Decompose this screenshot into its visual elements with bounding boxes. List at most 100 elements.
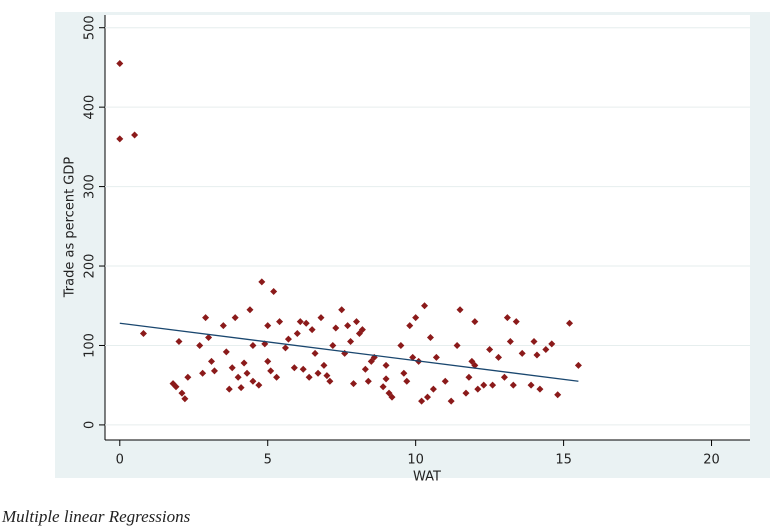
point [480, 381, 488, 389]
y-tick-label: 0 [83, 421, 98, 429]
point [533, 351, 541, 359]
point [530, 337, 538, 345]
point [471, 318, 479, 326]
point [465, 373, 473, 381]
point [474, 385, 482, 393]
point [406, 322, 414, 330]
point [225, 385, 233, 393]
point [379, 383, 387, 391]
point [116, 59, 124, 67]
x-tick-label: 5 [264, 453, 272, 468]
point [495, 353, 503, 361]
point [210, 367, 218, 375]
point [273, 373, 281, 381]
point [228, 364, 236, 372]
point [237, 384, 245, 392]
point [429, 385, 437, 393]
point [293, 330, 301, 338]
point [290, 364, 298, 372]
point [276, 318, 284, 326]
point [574, 361, 582, 369]
x-axis-label: WAT [413, 470, 441, 485]
point [255, 381, 263, 389]
point [518, 349, 526, 357]
x-tick-label: 10 [407, 453, 424, 468]
point [432, 353, 440, 361]
point [426, 334, 434, 342]
point [231, 314, 239, 322]
point [403, 377, 411, 385]
y-tick-label: 200 [83, 254, 98, 279]
point [305, 373, 313, 381]
point [270, 287, 278, 295]
point [284, 335, 292, 343]
point [462, 389, 470, 397]
point [554, 391, 562, 399]
point [400, 369, 408, 377]
point [299, 365, 307, 373]
point [527, 381, 535, 389]
point [344, 322, 352, 330]
point [447, 397, 455, 405]
y-tick-label: 500 [83, 15, 98, 40]
x-tick-label: 15 [555, 453, 572, 468]
point [361, 365, 369, 373]
plot-area [105, 15, 750, 440]
point [566, 319, 574, 327]
point [178, 389, 186, 397]
point [453, 341, 461, 349]
point [358, 326, 366, 334]
point [281, 344, 289, 352]
point [249, 341, 257, 349]
fit-line [119, 322, 579, 382]
point [264, 322, 272, 330]
x-tick-label: 20 [703, 453, 720, 468]
point [506, 337, 514, 345]
point [486, 345, 494, 353]
point [382, 361, 390, 369]
point [208, 357, 216, 365]
point [302, 319, 310, 327]
point [317, 314, 325, 322]
point [219, 322, 227, 330]
point [421, 302, 429, 310]
point [441, 377, 449, 385]
point [347, 337, 355, 345]
y-axis-label: Trade as percent GDP [63, 157, 78, 299]
point [249, 377, 257, 385]
point [456, 306, 464, 314]
caption: Multiple linear Regressions [1, 507, 191, 526]
point [116, 135, 124, 143]
point [329, 341, 337, 349]
point [503, 314, 511, 322]
point [258, 278, 266, 286]
point [246, 306, 254, 314]
point [323, 372, 331, 380]
point [181, 395, 189, 403]
point [409, 353, 417, 361]
point [332, 324, 340, 332]
y-tick-label: 300 [83, 174, 98, 199]
point [397, 341, 405, 349]
point [308, 326, 316, 334]
point [222, 348, 230, 356]
y-tick-label: 100 [83, 333, 98, 358]
point [471, 361, 479, 369]
point [388, 393, 396, 401]
point [234, 373, 242, 381]
point [500, 373, 508, 381]
point [311, 349, 319, 357]
point [509, 381, 517, 389]
point [352, 318, 360, 326]
point [243, 369, 251, 377]
point [184, 373, 192, 381]
point [202, 314, 210, 322]
point [548, 340, 556, 348]
point [131, 131, 139, 139]
point [338, 306, 346, 314]
point [326, 377, 334, 385]
point [175, 337, 183, 345]
point [418, 397, 426, 405]
point [489, 381, 497, 389]
